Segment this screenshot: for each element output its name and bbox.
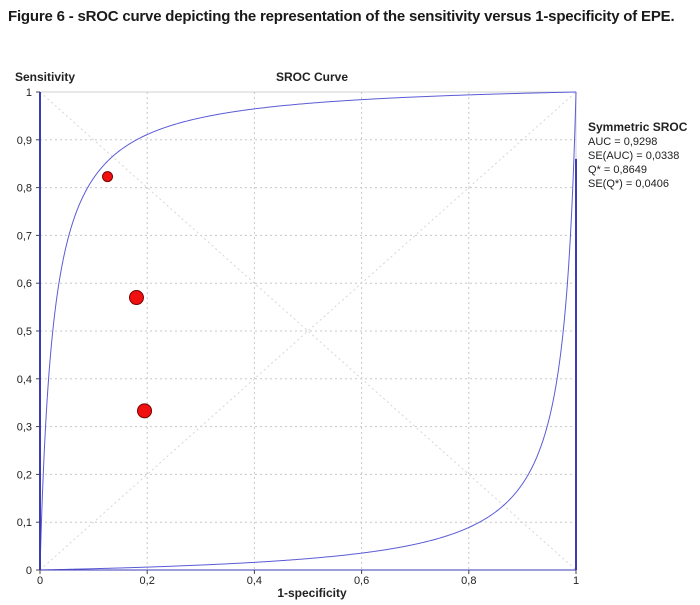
study-point: [137, 403, 153, 419]
y-axis-label: Sensitivity: [15, 70, 75, 84]
y-tick-label: 0,6: [17, 278, 32, 290]
y-tick-label: 0,7: [17, 230, 32, 242]
y-tick-label: 0,8: [17, 183, 32, 195]
y-tick-label: 0,1: [17, 517, 32, 529]
sroc-upper-branch: [39, 91, 577, 570]
sroc-curve: [39, 91, 577, 571]
y-tick-label: 0,5: [17, 326, 32, 338]
y-tick-label: 0,3: [17, 422, 32, 434]
legend-se-auc: SE(AUC) = 0,0338: [588, 150, 679, 162]
figure-caption: Figure 6 - sROC curve depicting the repr…: [8, 8, 675, 25]
x-tick-label: 0,4: [247, 575, 262, 587]
legend-se-q-star: SE(Q*) = 0,0406: [588, 178, 669, 190]
y-tick-label: 0,9: [17, 135, 32, 147]
x-tick-label: 0: [37, 575, 43, 587]
legend-q-star: Q* = 0,8649: [588, 164, 647, 176]
x-tick-label: 0,6: [354, 575, 369, 587]
study-points: [102, 171, 153, 419]
x-tick-label: 1: [573, 575, 579, 587]
grid: [40, 92, 576, 570]
x-tick-label: 0,2: [140, 575, 155, 587]
y-tick-label: 0,4: [17, 374, 32, 386]
sroc-lower-branch: [39, 92, 577, 571]
legend: Symmetric SROC AUC = 0,9298 SE(AUC) = 0,…: [588, 120, 688, 190]
x-axis-label: 1-specificity: [277, 586, 347, 600]
y-tick-label: 0: [26, 565, 32, 577]
chart-title: SROC Curve: [276, 70, 348, 84]
x-tick-label: 0,8: [461, 575, 476, 587]
y-tick-label: 1: [26, 87, 32, 99]
y-tick-label: 0,2: [17, 469, 32, 481]
legend-title: Symmetric SROC: [588, 120, 688, 134]
x-tick-labels: 0 0,2 0,4 0,6 0,8 1: [37, 570, 579, 587]
y-tick-labels: 0 0,1 0,2 0,3 0,4 0,5 0,6 0,7 0,8 0,9 1: [17, 87, 40, 577]
study-point: [102, 171, 114, 183]
study-point: [128, 290, 144, 306]
legend-auc: AUC = 0,9298: [588, 136, 657, 148]
